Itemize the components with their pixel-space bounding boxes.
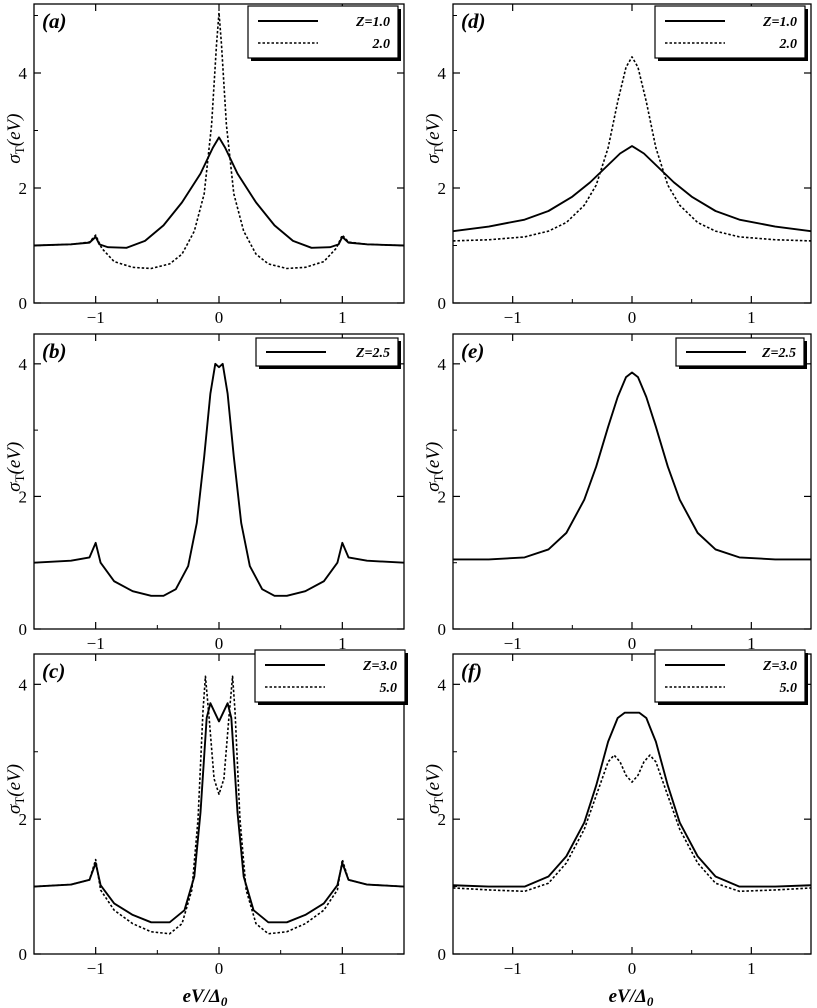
series-line-2: [452, 754, 812, 893]
legend-box: [254, 649, 406, 703]
panel-label: (b): [42, 339, 67, 363]
panel-e: −1 0 1 0 2 4 σT(eV) (e) Z=2.5: [423, 333, 812, 653]
series-line-2: [33, 675, 405, 935]
y-tick-label: 2: [19, 487, 28, 506]
series-line-1: [33, 702, 405, 924]
y-tick-label: 0: [19, 294, 28, 313]
y-tick-label: 2: [19, 810, 28, 829]
y-tick-label: 0: [19, 620, 28, 639]
legend-label: 2.0: [372, 37, 391, 52]
y-tick-label: 4: [438, 64, 447, 83]
series-line-1: [452, 711, 812, 888]
x-tick-label: 0: [215, 308, 224, 327]
x-tick-label: −1: [87, 308, 105, 327]
y-tick-label: 4: [19, 675, 28, 694]
x-tick-label: 0: [215, 959, 224, 978]
series-line-2: [33, 11, 405, 270]
y-tick-label: 0: [438, 294, 447, 313]
y-tick-label: 0: [19, 945, 28, 964]
x-tick-label: −1: [504, 308, 522, 327]
legend-label: Z=2.5: [355, 346, 390, 361]
legend-label: 5.0: [780, 681, 798, 696]
legend-label: Z=1.0: [762, 15, 797, 30]
plot-frame: [33, 333, 405, 630]
y-tick-label: 2: [19, 179, 28, 198]
panel-label: (e): [461, 339, 484, 363]
y-tick-label: 0: [438, 620, 447, 639]
x-tick-label: 0: [628, 959, 637, 978]
y-axis-label: σT(eV): [4, 114, 27, 164]
x-tick-label: 1: [747, 308, 756, 327]
legend-box: [247, 5, 399, 59]
x-tick-label: −1: [504, 959, 522, 978]
series-line-1: [33, 136, 405, 249]
panel-a: −1 0 1 0 2 4 σT(eV) (a) Z=1.0 2.0: [4, 3, 405, 327]
y-axis-label: σT(eV): [4, 764, 27, 814]
x-tick-label: −1: [87, 959, 105, 978]
x-tick-label: 0: [628, 634, 637, 653]
legend-label: 2.0: [779, 37, 798, 52]
legend-box: [654, 5, 806, 59]
panel-label: (d): [461, 9, 486, 33]
y-tick-label: 2: [438, 179, 447, 198]
x-axis-label-right: eV/Δ0: [609, 986, 654, 1008]
panel-label: (a): [42, 9, 67, 33]
panel-f: −1 0 1 0 2 4 σT(eV) (f) Z=3.0 5.0: [423, 649, 812, 978]
y-tick-label: 0: [438, 945, 447, 964]
y-tick-label: 4: [438, 355, 447, 374]
x-tick-label: 1: [747, 634, 756, 653]
panels-group: −1 0 1 0 2 4 σT(eV) (a) Z=1.0 2.0 −1 0 1 0 2 4 σT(eV) (b)…: [4, 3, 812, 978]
panel-c: −1 0 1 0 2 4 σT(eV) (c) Z=3.0 5.0: [4, 649, 408, 978]
x-tick-label: −1: [87, 634, 105, 653]
series-line-1: [33, 362, 405, 597]
y-axis-label: σT(eV): [423, 764, 446, 814]
series-line-1: [452, 145, 812, 233]
y-tick-label: 2: [438, 810, 447, 829]
plot-frame: [452, 333, 812, 630]
legend-label: Z=3.0: [762, 659, 797, 674]
x-tick-label: 1: [338, 959, 347, 978]
panel-label: (c): [42, 659, 65, 683]
legend-label: Z=1.0: [355, 15, 390, 30]
x-tick-label: 1: [338, 634, 347, 653]
x-tick-label: −1: [504, 634, 522, 653]
y-tick-label: 4: [19, 355, 28, 374]
x-tick-label: 0: [215, 634, 224, 653]
legend-label: Z=3.0: [362, 659, 397, 674]
y-tick-label: 4: [19, 64, 28, 83]
legend-label: 5.0: [380, 681, 398, 696]
y-axis-label: σT(eV): [423, 442, 446, 492]
legend-label: Z=2.5: [761, 346, 796, 361]
panel-b: −1 0 1 0 2 4 σT(eV) (b) Z=2.5: [4, 333, 405, 653]
x-tick-label: 1: [338, 308, 347, 327]
x-tick-label: 0: [628, 308, 637, 327]
series-line-1: [453, 371, 811, 561]
y-axis-label: σT(eV): [423, 114, 446, 164]
legend-box: [654, 649, 806, 703]
panel-label: (f): [461, 659, 482, 683]
x-axis-label-left: eV/Δ0: [183, 986, 228, 1008]
x-tick-label: 1: [747, 959, 756, 978]
y-tick-label: 2: [438, 487, 447, 506]
y-tick-label: 4: [438, 675, 447, 694]
y-axis-label: σT(eV): [4, 442, 27, 492]
panel-d: −1 0 1 0 2 4 σT(eV) (d) Z=1.0 2.0: [423, 3, 812, 327]
series-line-2: [452, 56, 812, 242]
